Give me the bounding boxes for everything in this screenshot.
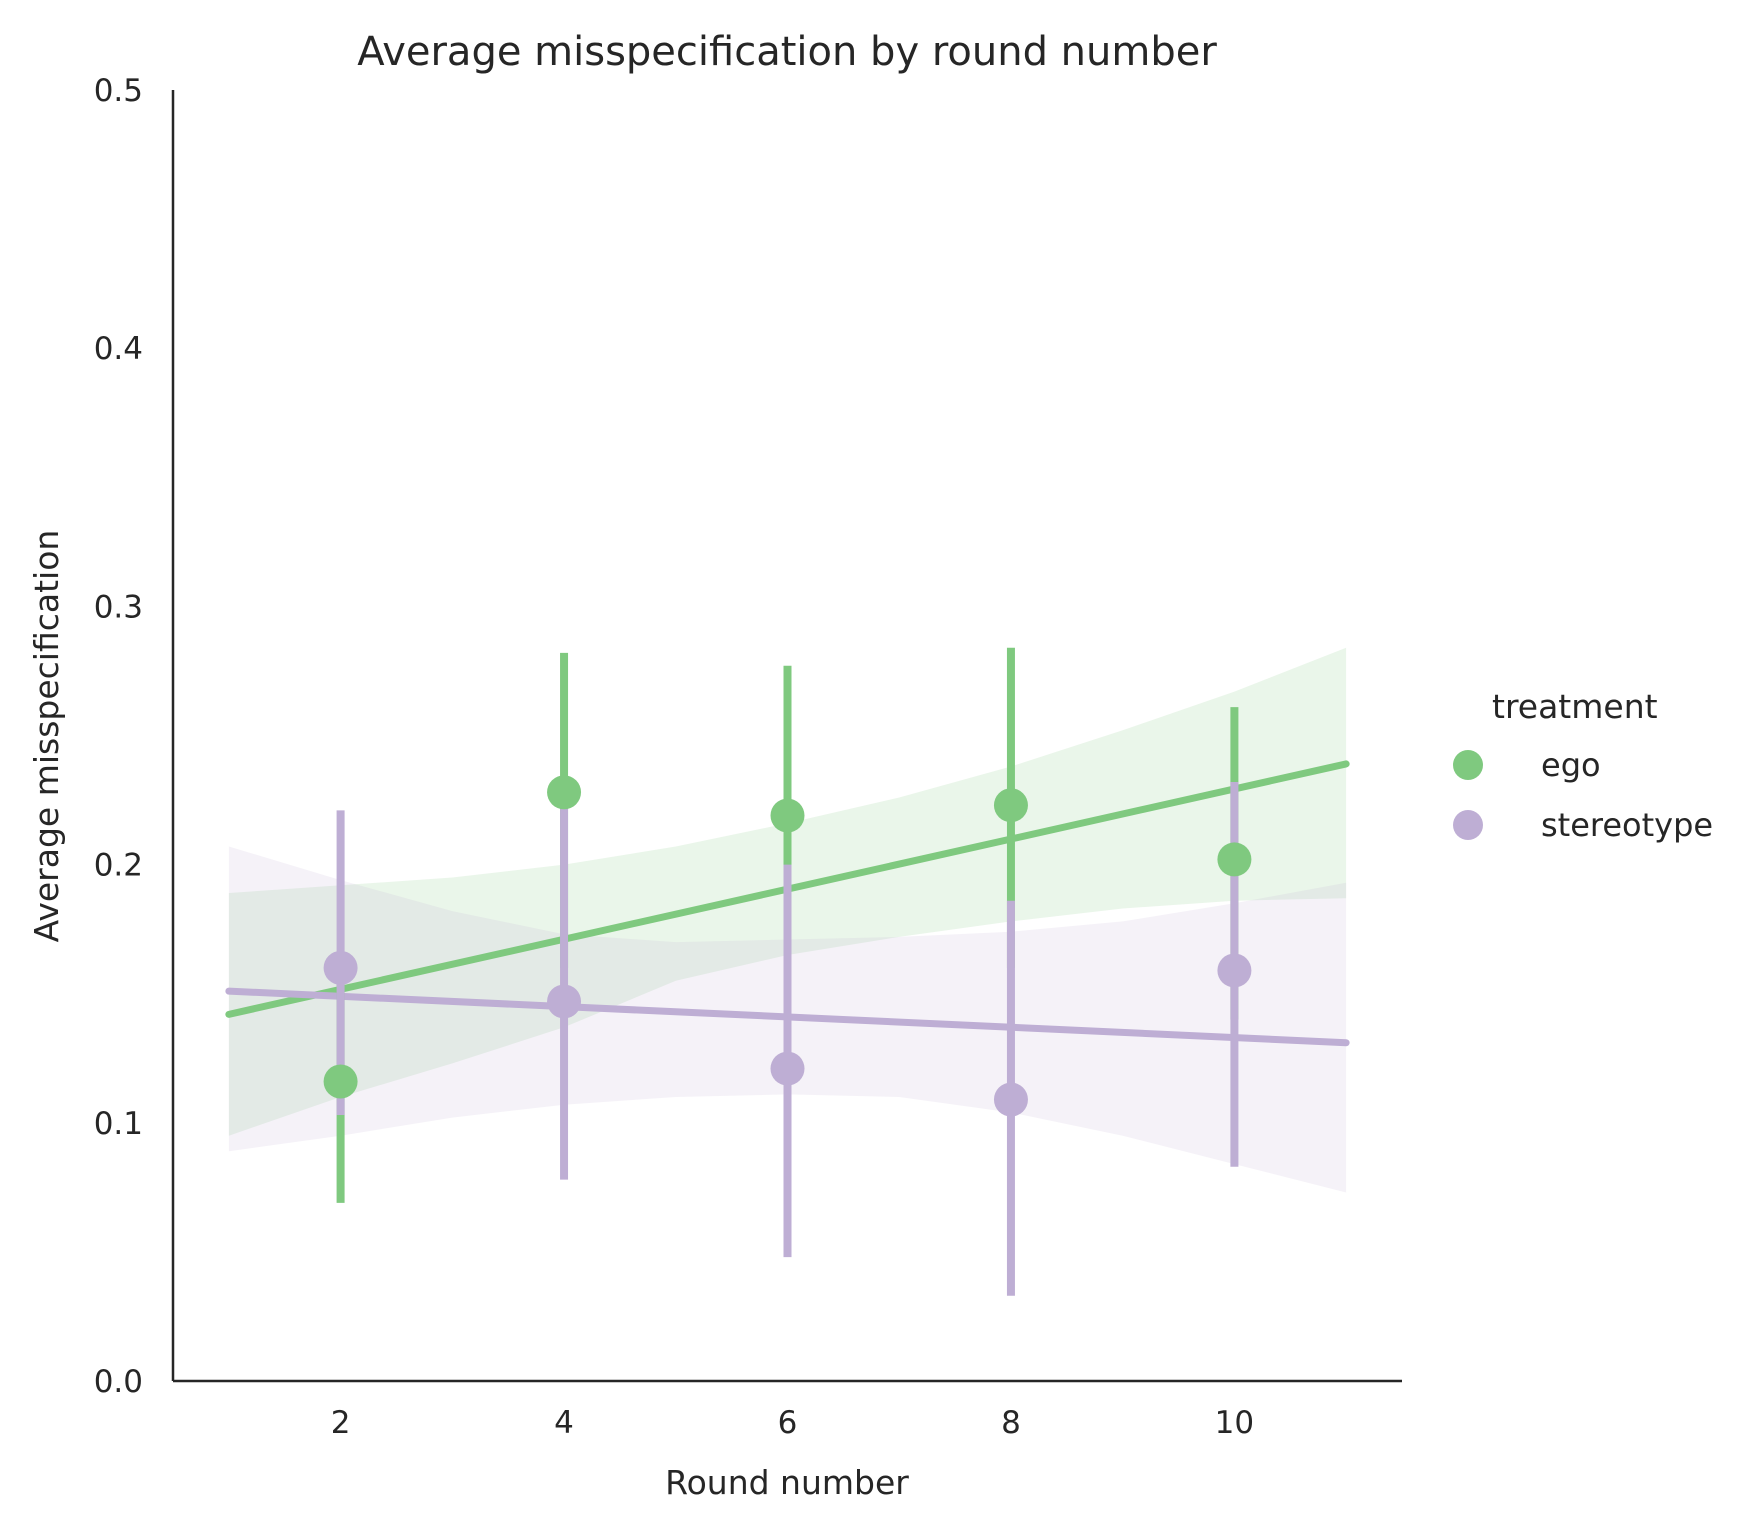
y-tick-label: 0.5 <box>94 73 143 109</box>
point-ego-8 <box>993 788 1028 823</box>
point-stereotype-4 <box>547 984 582 1019</box>
y-tick-label: 0.0 <box>94 1364 143 1400</box>
point-stereotype-8 <box>993 1082 1028 1117</box>
legend-marker-stereotype <box>1453 810 1483 840</box>
legend-label-stereotype: stereotype <box>1541 806 1713 844</box>
point-ego-2 <box>323 1064 358 1099</box>
x-tick-label: 4 <box>554 1405 574 1441</box>
x-tick-label: 8 <box>1001 1405 1021 1441</box>
legend-title: treatment <box>1492 687 1658 726</box>
legend-label-ego: ego <box>1541 746 1601 784</box>
point-ego-6 <box>770 798 805 833</box>
legend: treatment ego stereotype <box>1453 687 1713 844</box>
point-ego-4 <box>547 775 582 810</box>
y-tick-label: 0.1 <box>94 1106 143 1142</box>
y-axis-label: Average misspecification <box>27 530 66 943</box>
x-tick-label: 10 <box>1215 1405 1254 1441</box>
chart-title: Average misspecification by round number <box>357 29 1217 75</box>
point-ego-10 <box>1217 842 1252 877</box>
legend-marker-ego <box>1453 750 1483 780</box>
point-stereotype-2 <box>323 950 358 985</box>
x-tick-labels: 2 4 6 8 10 <box>331 1405 1254 1441</box>
data-points <box>323 775 1252 1117</box>
x-axis-label: Round number <box>665 1463 909 1502</box>
y-tick-label: 0.3 <box>94 589 143 625</box>
y-tick-label: 0.4 <box>94 331 143 367</box>
point-stereotype-10 <box>1217 953 1252 988</box>
y-tick-label: 0.2 <box>94 848 143 884</box>
y-tick-labels: 0.0 0.1 0.2 0.3 0.4 0.5 <box>94 73 143 1400</box>
point-stereotype-6 <box>770 1051 805 1086</box>
x-tick-label: 6 <box>778 1405 798 1441</box>
x-tick-label: 2 <box>331 1405 351 1441</box>
